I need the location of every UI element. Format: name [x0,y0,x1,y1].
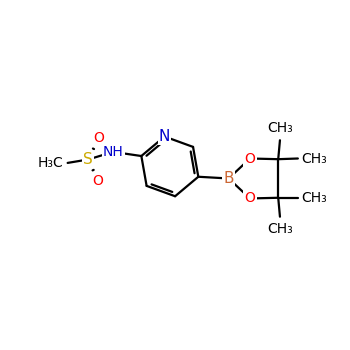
Text: H₃C: H₃C [37,156,63,170]
Text: B: B [223,171,234,186]
Text: NH: NH [103,145,124,159]
Text: CH₃: CH₃ [267,222,293,236]
Text: O: O [92,174,103,188]
Text: CH₃: CH₃ [301,152,327,166]
Text: S: S [83,152,93,167]
Text: N: N [159,129,170,144]
Text: CH₃: CH₃ [301,191,327,205]
Text: O: O [93,131,104,145]
Text: O: O [245,152,256,166]
Text: O: O [245,191,256,205]
Text: CH₃: CH₃ [267,121,293,135]
